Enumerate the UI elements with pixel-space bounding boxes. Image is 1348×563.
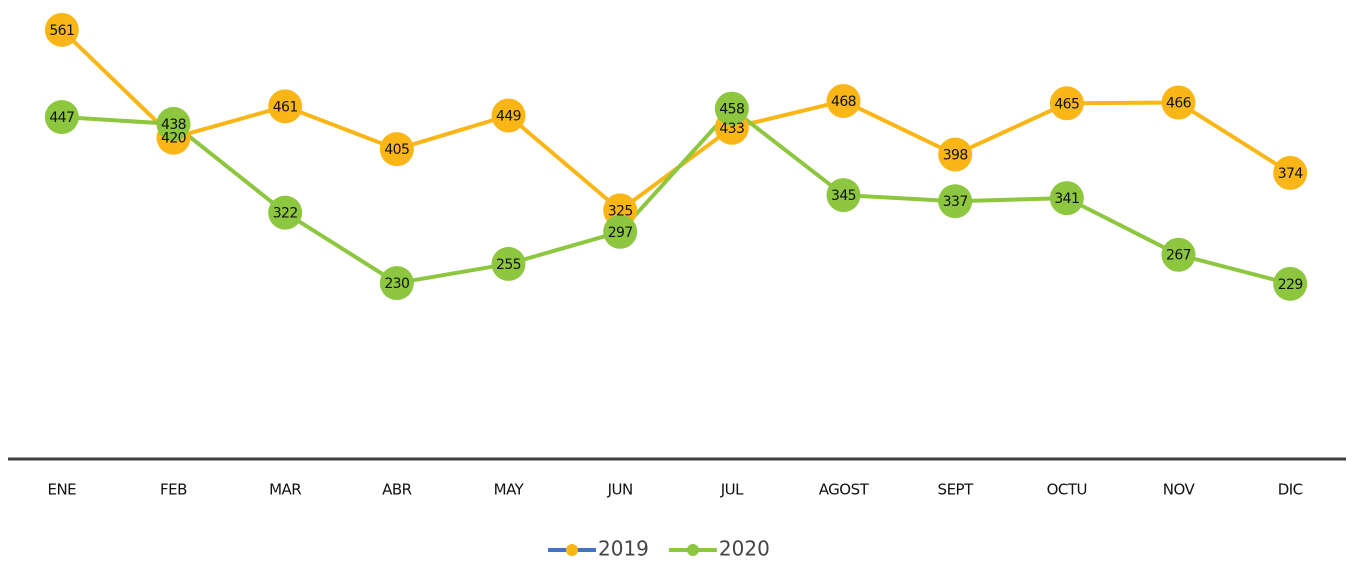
data-label: 461 <box>273 99 298 115</box>
marker <box>379 266 414 301</box>
marker <box>603 214 638 249</box>
x-tick-label: ENE <box>47 481 76 499</box>
data-label: 458 <box>719 102 744 118</box>
data-label: 447 <box>49 110 74 126</box>
data-label: 466 <box>1166 96 1192 112</box>
marker <box>1049 181 1084 216</box>
marker <box>156 106 191 141</box>
data-label: 322 <box>273 206 298 222</box>
data-label: 255 <box>496 257 521 273</box>
x-tick-label: AGOST <box>819 481 870 499</box>
marker <box>491 246 526 281</box>
x-tick-label: SEPT <box>938 481 975 499</box>
marker <box>1273 266 1308 301</box>
marker <box>1273 155 1308 190</box>
marker <box>714 91 749 126</box>
data-label: 420 <box>161 131 186 147</box>
data-label: 561 <box>49 23 74 39</box>
marker <box>1161 85 1196 120</box>
data-label: 297 <box>608 225 633 241</box>
legend-label: 2019 <box>598 537 649 561</box>
data-label: 341 <box>1054 191 1079 207</box>
marker <box>826 83 861 118</box>
data-label: 325 <box>608 203 633 219</box>
marker <box>826 178 861 213</box>
data-label: 230 <box>384 276 409 292</box>
marker <box>268 89 303 124</box>
data-label: 267 <box>1166 248 1191 264</box>
x-tick-label: FEB <box>160 481 187 499</box>
data-label: 438 <box>161 117 186 133</box>
data-label: 468 <box>831 94 856 110</box>
data-label: 345 <box>831 188 856 204</box>
x-tick-label: JUL <box>720 481 744 499</box>
x-tick-label: NOV <box>1163 481 1196 499</box>
marker <box>1049 86 1084 121</box>
x-tick-label: MAR <box>269 481 301 499</box>
x-tick-label: OCTU <box>1047 481 1087 499</box>
x-tick-label: JUN <box>607 481 633 499</box>
data-label: 465 <box>1054 96 1079 112</box>
data-label: 405 <box>384 142 409 158</box>
marker <box>44 100 79 135</box>
marker <box>268 195 303 230</box>
data-label: 374 <box>1278 166 1304 182</box>
data-label: 398 <box>943 148 968 164</box>
legend-marker <box>566 544 578 556</box>
data-label: 449 <box>496 109 521 125</box>
legend-marker <box>686 544 699 556</box>
x-tick-label: DIC <box>1278 481 1303 499</box>
data-label: 337 <box>943 194 968 210</box>
x-tick-label: MAY <box>494 481 525 499</box>
marker <box>491 98 526 133</box>
legend-label: 2020 <box>719 537 770 561</box>
marker <box>938 137 973 172</box>
marker <box>379 132 414 167</box>
marker <box>1161 237 1196 272</box>
series-line <box>61 106 1291 286</box>
x-tick-label: ABR <box>382 481 412 499</box>
marker <box>44 12 79 47</box>
marker <box>938 184 973 219</box>
data-label: 229 <box>1278 277 1303 293</box>
data-label: 433 <box>719 121 744 137</box>
